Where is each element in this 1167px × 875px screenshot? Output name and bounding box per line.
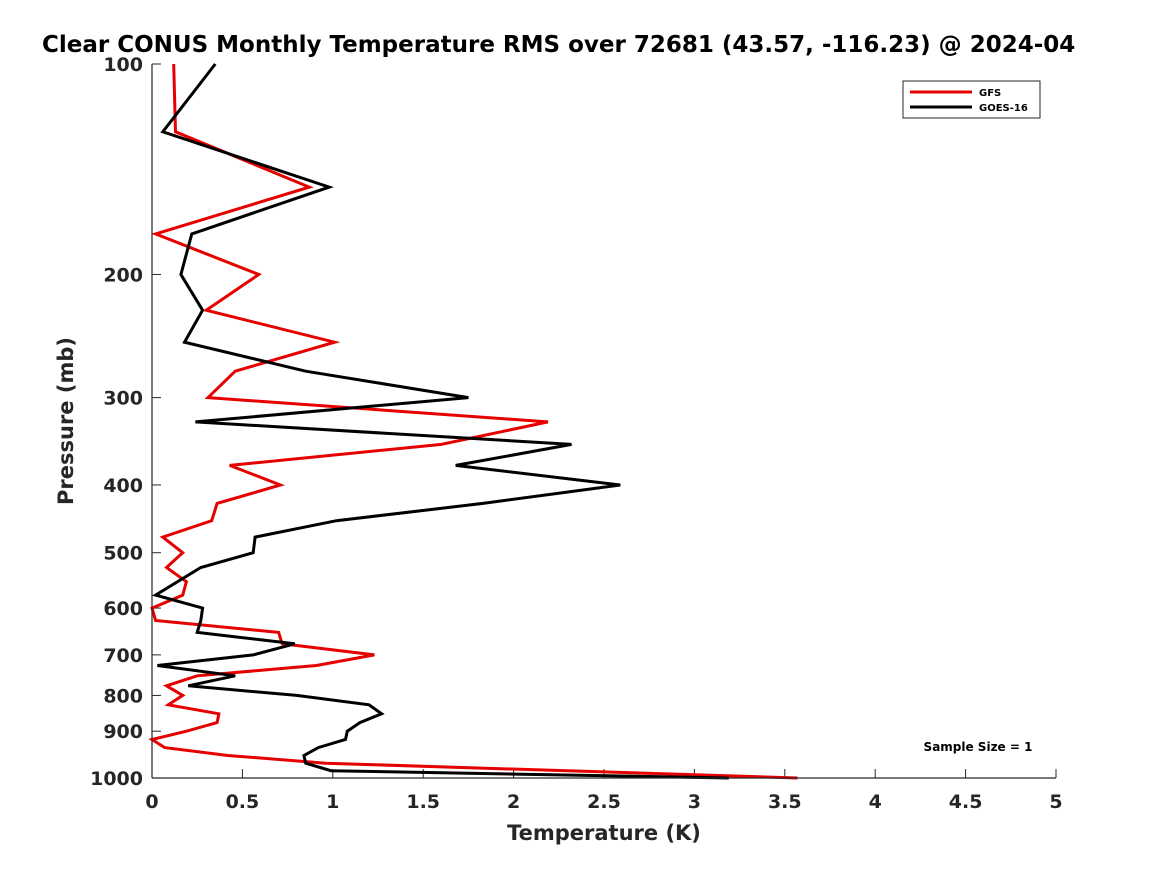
y-tick-label: 100 [103, 54, 143, 76]
axis-lines [151, 64, 1056, 779]
series-line-goes-16 [151, 63, 729, 780]
chart-title: Clear CONUS Monthly Temperature RMS over… [42, 32, 1075, 58]
y-tick-label: 600 [103, 598, 143, 620]
x-tick-label: 0 [145, 791, 158, 813]
x-tick-label: 2.5 [587, 791, 621, 813]
y-tick-label: 800 [103, 685, 143, 707]
y-tick-label: 500 [103, 543, 143, 565]
legend: GFS GOES-16 [902, 80, 1041, 119]
plot-area [152, 64, 1056, 778]
y-axis-label: Pressure (mb) [54, 337, 78, 505]
x-tick-label: 3 [688, 791, 701, 813]
y-tick-label: 300 [103, 388, 143, 410]
x-tick-label: 3.5 [768, 791, 802, 813]
legend-label: GOES-16 [979, 103, 1028, 114]
x-tick-label: 4 [869, 791, 882, 813]
x-axis: 0 0.5 1 1.5 2 2.5 3 3.5 4 4.5 5 [145, 769, 1063, 813]
y-tick-label: 400 [103, 475, 143, 497]
y-tick-label: 1000 [90, 768, 143, 790]
y-tick-label: 700 [103, 645, 143, 667]
x-tick-label: 5 [1049, 791, 1062, 813]
sample-size-annotation: Sample Size = 1 [924, 740, 1033, 754]
legend-label: GFS [979, 88, 1001, 99]
y-tick-label: 200 [103, 264, 143, 286]
legend-box [902, 80, 1041, 119]
y-axis: 100 200 300 400 500 600 700 800 900 1000 [90, 54, 161, 790]
series-line-gfs [148, 63, 798, 780]
x-tick-label: 0.5 [226, 791, 260, 813]
x-axis-label: Temperature (K) [507, 821, 701, 845]
x-tick-label: 1 [326, 791, 339, 813]
x-tick-label: 2 [507, 791, 520, 813]
y-tick-label: 900 [103, 721, 143, 743]
series-lines [148, 63, 798, 780]
x-tick-label: 4.5 [949, 791, 983, 813]
x-tick-label: 1.5 [406, 791, 440, 813]
